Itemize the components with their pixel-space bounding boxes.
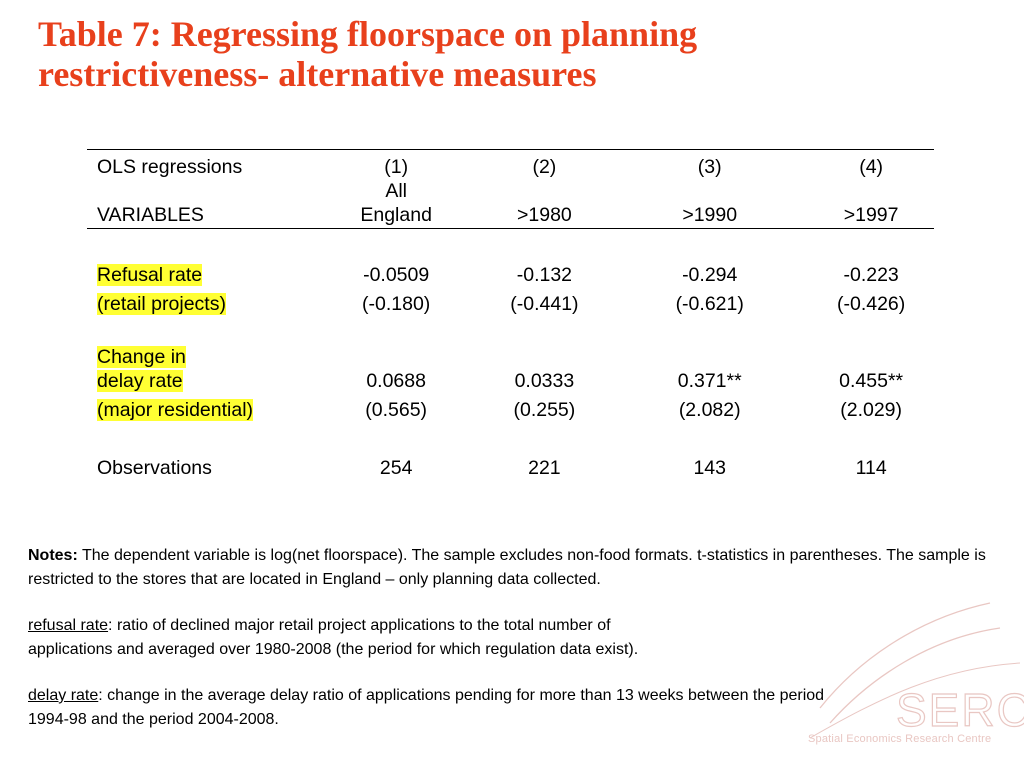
logo-text: SERC (896, 684, 1024, 736)
table-row: Change in (87, 345, 934, 369)
delay-term: delay rate (28, 687, 99, 704)
table-cell: 221 (528, 457, 561, 479)
table-cell: -0.132 (516, 264, 573, 286)
table-row: Refusal rate -0.0509 -0.132 -0.294 -0.22… (87, 258, 934, 287)
table-cell: 0.0688 (366, 370, 426, 392)
variable-label: delay rate (97, 370, 183, 392)
delay-def-text-2: 1994-98 and the period 2004-2008. (28, 711, 279, 728)
table-cell: 114 (855, 457, 887, 479)
table-cell: (2.029) (840, 399, 903, 421)
table-cell: (2.082) (678, 399, 741, 421)
table-cell: (-0.621) (675, 293, 744, 315)
table-header-row: OLS regressions (1) (2) (3) (4) (87, 149, 934, 179)
table-cell: 143 (693, 457, 726, 479)
page-title: Table 7: Regressing floorspace on planni… (38, 14, 998, 94)
notes-paragraph: Notes: The dependent variable is log(net… (28, 544, 1018, 592)
refusal-def-text-2: applications and averaged over 1980-2008… (28, 641, 639, 658)
logo-caption: Spatial Economics Research Centre (808, 733, 992, 745)
regression-table: OLS regressions (1) (2) (3) (4) All VARI… (87, 149, 934, 480)
table-row: delay rate 0.0688 0.0333 0.371** 0.455** (87, 369, 934, 393)
table-cell: (-0.441) (510, 293, 579, 315)
header-col-4-sample: >1997 (808, 203, 934, 229)
header-col-1: (1) (314, 149, 478, 179)
table-cell: 0.0333 (514, 370, 575, 392)
table-cell: -0.294 (682, 264, 738, 286)
table-cell: -0.223 (843, 264, 899, 286)
table-row: (retail projects) (-0.180) (-0.441) (-0.… (87, 287, 934, 316)
table-cell: 0.455** (839, 370, 904, 392)
table-row: Observations 254 221 143 114 (87, 451, 934, 480)
table-header-row: VARIABLES England >1980 >1990 >1997 (87, 203, 934, 229)
title-line-1: Table 7: Regressing floorspace on planni… (38, 14, 698, 54)
table-cell: (0.255) (513, 399, 576, 421)
refusal-def-text: : ratio of declined major retail project… (108, 617, 611, 634)
header-col-1-sample-line1: All (385, 180, 407, 202)
variable-label: (major residential) (97, 399, 254, 421)
header-col-3-sample: >1990 (611, 203, 809, 229)
header-variables: VARIABLES (87, 203, 315, 229)
table-cell: 254 (379, 457, 413, 479)
variable-label: Change in (97, 346, 186, 368)
variable-label: (retail projects) (97, 293, 226, 315)
variable-label: Observations (97, 457, 212, 479)
header-model-type: OLS regressions (87, 149, 315, 179)
table-cell: (-0.426) (836, 293, 906, 315)
table-cell: 0.371** (677, 370, 742, 392)
delay-def-text: : change in the average delay ratio of a… (98, 687, 825, 704)
header-col-2: (2) (477, 149, 612, 179)
table-row: (major residential) (0.565) (0.255) (2.0… (87, 393, 934, 422)
table-header-row: All (87, 179, 934, 203)
table-cell: -0.0509 (363, 264, 430, 286)
delay-definition: delay rate: change in the average delay … (28, 684, 1018, 732)
serc-logo: SERC (809, 602, 1024, 739)
header-col-2-sample: >1980 (477, 203, 612, 229)
header-col-1-sample: England (314, 203, 478, 229)
header-col-3: (3) (611, 149, 809, 179)
notes-text: The dependent variable is log(net floors… (28, 547, 986, 588)
table-cell: (0.565) (365, 399, 428, 421)
title-line-2: restrictiveness- alternative measures (38, 54, 597, 94)
notes-section: Notes: The dependent variable is log(net… (28, 544, 1018, 732)
header-col-4: (4) (808, 149, 934, 179)
variable-label: Refusal rate (97, 264, 203, 286)
refusal-term: refusal rate (28, 617, 109, 634)
table-cell: (-0.180) (362, 293, 431, 315)
notes-label: Notes: (28, 547, 78, 564)
refusal-definition: refusal rate: ratio of declined major re… (28, 614, 1018, 662)
